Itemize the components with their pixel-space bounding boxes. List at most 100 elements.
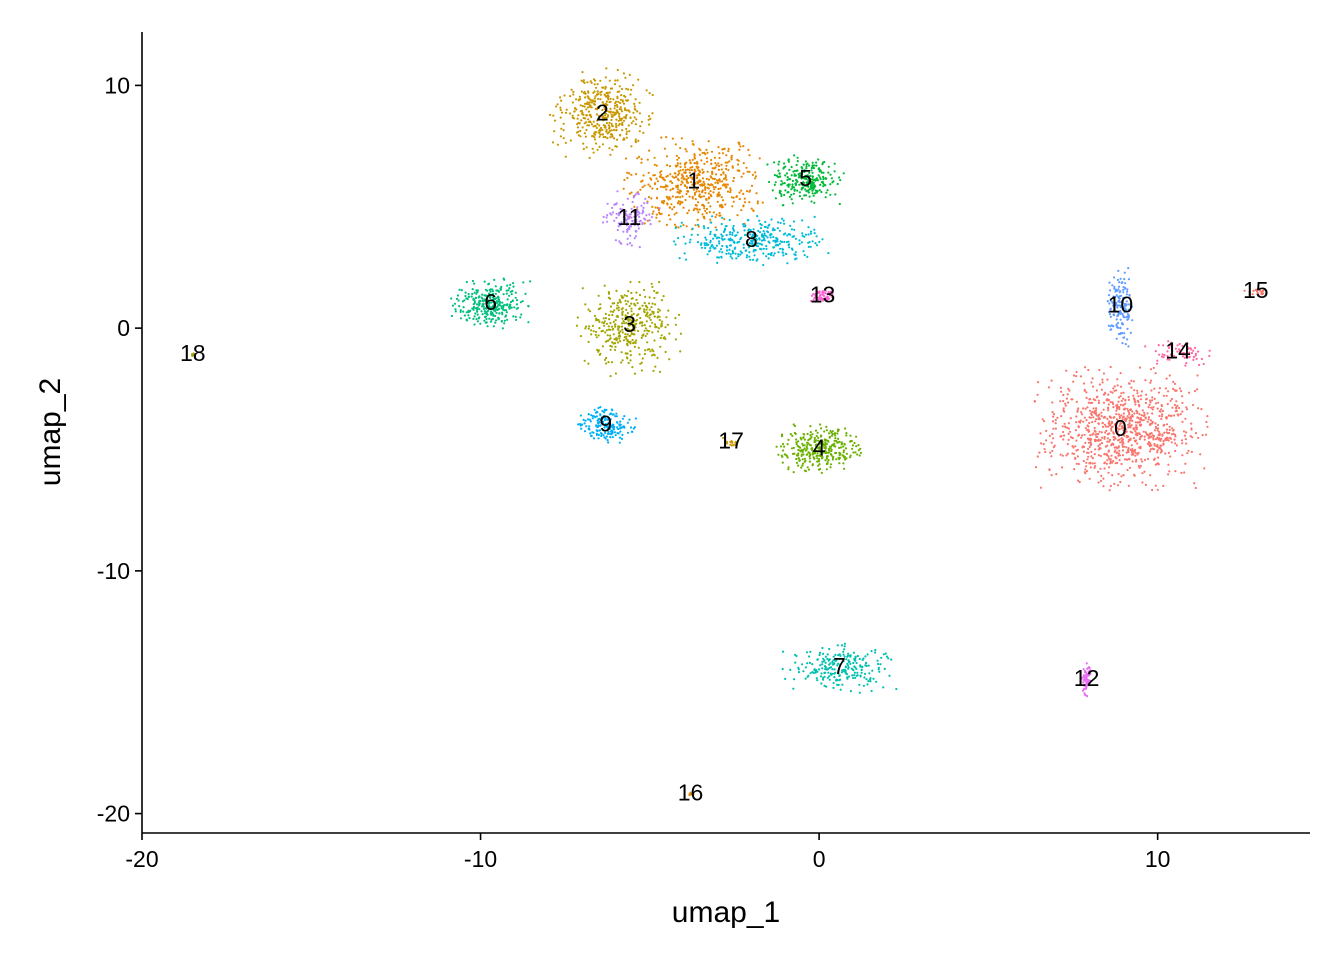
cluster-point — [1157, 344, 1160, 347]
cluster-point — [646, 306, 649, 309]
cluster-point — [1125, 293, 1128, 296]
cluster-point — [1153, 397, 1156, 400]
cluster-point — [623, 415, 626, 418]
cluster-point — [643, 202, 646, 205]
cluster-point — [1123, 304, 1126, 307]
cluster-point — [790, 228, 794, 231]
cluster-point — [486, 299, 489, 302]
cluster-point — [674, 164, 678, 167]
cluster-point — [1200, 357, 1203, 361]
cluster-point — [686, 212, 689, 215]
cluster-point — [707, 192, 711, 195]
cluster-point — [1128, 416, 1131, 419]
cluster-point — [810, 169, 813, 172]
cluster-point — [632, 196, 635, 199]
cluster-point — [834, 437, 837, 440]
cluster-point — [604, 87, 607, 90]
cluster-point — [1154, 422, 1157, 425]
cluster-point — [853, 441, 856, 445]
cluster-point — [640, 361, 643, 364]
cluster-point — [729, 255, 732, 258]
cluster-point — [791, 248, 794, 251]
cluster-point — [600, 126, 603, 130]
cluster-point — [1089, 466, 1092, 469]
cluster-point — [1122, 288, 1125, 291]
cluster-point — [589, 310, 592, 313]
cluster-point — [1137, 395, 1140, 398]
cluster-point — [605, 408, 608, 411]
cluster-point — [684, 171, 687, 174]
cluster-point — [629, 359, 632, 362]
cluster-point — [620, 94, 623, 97]
cluster-point — [725, 185, 728, 189]
cluster-point — [606, 115, 609, 118]
cluster-point — [468, 317, 471, 320]
cluster-point — [477, 296, 480, 299]
cluster-point — [1135, 458, 1138, 461]
cluster-point — [818, 167, 821, 170]
cluster-point — [653, 174, 656, 177]
cluster-point — [718, 242, 721, 245]
cluster-point — [1141, 409, 1144, 412]
cluster-point — [648, 316, 651, 319]
cluster-point — [488, 292, 491, 295]
cluster-point — [1151, 434, 1154, 437]
cluster-point — [859, 447, 862, 450]
cluster-point — [809, 187, 812, 190]
cluster-point — [829, 290, 832, 293]
cluster-point — [599, 303, 602, 306]
cluster-point — [476, 310, 479, 313]
cluster-point — [527, 321, 530, 324]
cluster-point — [1125, 446, 1128, 449]
cluster-point — [685, 181, 689, 184]
cluster-point — [500, 319, 503, 323]
cluster-point — [608, 91, 611, 94]
cluster-point — [619, 101, 622, 105]
cluster-point — [679, 332, 683, 335]
cluster-point — [726, 442, 729, 445]
cluster-point — [646, 201, 649, 205]
cluster-point — [1125, 451, 1128, 454]
cluster-point — [763, 237, 766, 240]
cluster-point — [625, 109, 629, 112]
cluster-point — [1128, 382, 1131, 385]
cluster-point — [634, 323, 637, 326]
cluster-point — [1115, 303, 1118, 306]
cluster-point — [633, 325, 637, 328]
cluster-point — [1050, 441, 1053, 444]
cluster-point — [838, 176, 841, 179]
cluster-point — [471, 288, 474, 291]
cluster-point — [616, 421, 619, 424]
cluster-point — [703, 227, 706, 230]
cluster-point — [1060, 415, 1063, 418]
cluster-point — [626, 217, 629, 220]
cluster-point — [748, 170, 751, 173]
cluster-point — [1168, 374, 1171, 377]
cluster-point — [639, 321, 642, 324]
cluster-point — [1143, 470, 1146, 473]
cluster-point — [801, 232, 804, 235]
cluster-point — [1061, 425, 1064, 428]
cluster-point — [1157, 463, 1160, 466]
cluster-point — [612, 128, 616, 131]
cluster-point — [810, 435, 813, 438]
cluster-16-points — [688, 791, 695, 797]
cluster-point — [818, 291, 821, 294]
cluster-point — [779, 247, 782, 250]
cluster-point — [573, 110, 576, 113]
cluster-point — [1119, 306, 1122, 309]
cluster-point — [1103, 423, 1106, 426]
cluster-point — [1154, 438, 1157, 441]
cluster-point — [511, 299, 514, 303]
cluster-point — [841, 669, 844, 672]
cluster-point — [1114, 295, 1117, 298]
cluster-point — [793, 189, 796, 192]
cluster-point — [621, 296, 624, 299]
cluster-point — [491, 288, 494, 291]
cluster-point — [617, 325, 620, 328]
cluster-label-4: 4 — [813, 435, 826, 461]
cluster-point — [1118, 415, 1121, 418]
cluster-point — [1107, 409, 1110, 412]
cluster-point — [646, 332, 649, 335]
cluster-point — [597, 97, 600, 100]
